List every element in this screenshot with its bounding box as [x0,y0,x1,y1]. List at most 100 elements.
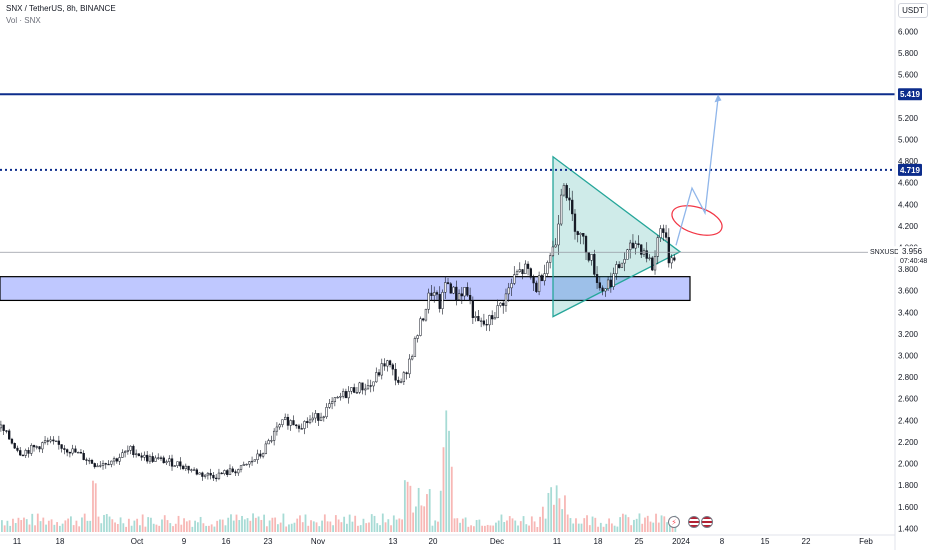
projection-path [675,98,719,246]
candle-body [645,250,648,259]
candle-body [151,456,154,462]
candle-body [537,275,541,292]
volume-bar [210,524,213,532]
candle-body [333,397,337,402]
candle-body [319,416,323,421]
candle-body [664,232,668,238]
volume-bar [219,519,221,532]
volume-bar [343,516,346,532]
symbol-tag-bg [868,246,896,258]
candle-body [535,282,538,292]
volume-bar [296,518,299,532]
y-tick-label: 2.000 [898,460,919,469]
volume-bar [376,523,379,532]
candle-body [2,424,5,431]
candle-body [463,287,466,297]
candle-body [576,231,579,235]
candle-body [405,372,408,375]
candle-body [275,426,279,432]
volume-bar [108,516,111,532]
candle-body [223,470,226,475]
us-flag-icon[interactable] [688,516,700,528]
candle-body [35,446,38,448]
volume-bar [288,524,290,532]
volume-bar [185,521,188,532]
candle-body [468,295,472,301]
volume-bar [503,521,506,532]
volume-bar [136,518,139,532]
candle-body [284,416,287,420]
candle-body [272,430,276,441]
candle-body [397,379,400,383]
volume-bar [194,520,196,532]
volume-bar [431,525,434,532]
candle-body [226,470,229,475]
volume-bar [519,521,522,532]
volume-bar [569,518,572,532]
drawing-layer [0,155,691,318]
volume-bar [508,516,511,532]
volume-bar [633,519,635,532]
candle-body [162,457,165,464]
volume-bar [439,490,442,532]
volume-bar [622,513,624,532]
candles [0,183,676,482]
volume-bar [387,519,390,532]
candle-body [648,257,651,259]
candle-body [546,262,549,274]
volume-bar [67,518,70,532]
volume-bar [321,520,323,532]
currency-button[interactable]: USDT [898,3,928,18]
volume-bar [657,522,660,532]
candle-body [137,453,141,457]
us-flag-icon[interactable] [701,516,713,528]
candle-body [372,381,375,387]
volume-bar [426,494,428,532]
candle-body [504,293,508,306]
y-tick-label: 1.400 [898,524,919,533]
volume-bar [409,485,412,532]
volume-bar [285,526,288,532]
projection-arrowhead [714,94,722,103]
volume-bar [307,525,310,532]
volume-bar [315,522,318,532]
candle-body [612,273,615,287]
volume-bar [17,517,20,532]
volume-bar [196,522,199,532]
volume-bar [249,520,252,532]
candle-body [662,228,665,233]
volume-bar [133,520,136,532]
candle-body [524,263,527,275]
volume-bar [610,523,613,532]
candle-body [430,292,433,296]
volume-bar [130,525,133,532]
triangle-pattern [552,155,682,318]
volume-bar [357,525,359,532]
volume-bar [484,525,486,532]
candle-body [358,382,361,393]
volume-bar [655,513,657,532]
level-tag-4719: 4.719 [900,166,921,175]
annotation-layer [0,93,895,253]
candle-body [444,282,447,293]
volume-bar [605,523,608,532]
candle-body [65,449,69,453]
candle-body [311,417,314,421]
candle-body [620,262,624,268]
volume-bar [445,410,448,532]
volume-bar [663,516,666,532]
candle-body [433,292,436,296]
candle-body [242,464,245,466]
candle-body [422,318,425,321]
volume-bar [572,523,575,532]
candle-body [170,458,174,467]
volume-bar [75,520,78,532]
volume-bar [555,485,558,532]
candle-body [399,381,403,383]
candle-body [322,416,325,418]
lightning-icon[interactable]: ⚡ [668,516,680,528]
candle-body [314,413,317,419]
candle-body [118,457,121,462]
candle-body [306,421,309,424]
